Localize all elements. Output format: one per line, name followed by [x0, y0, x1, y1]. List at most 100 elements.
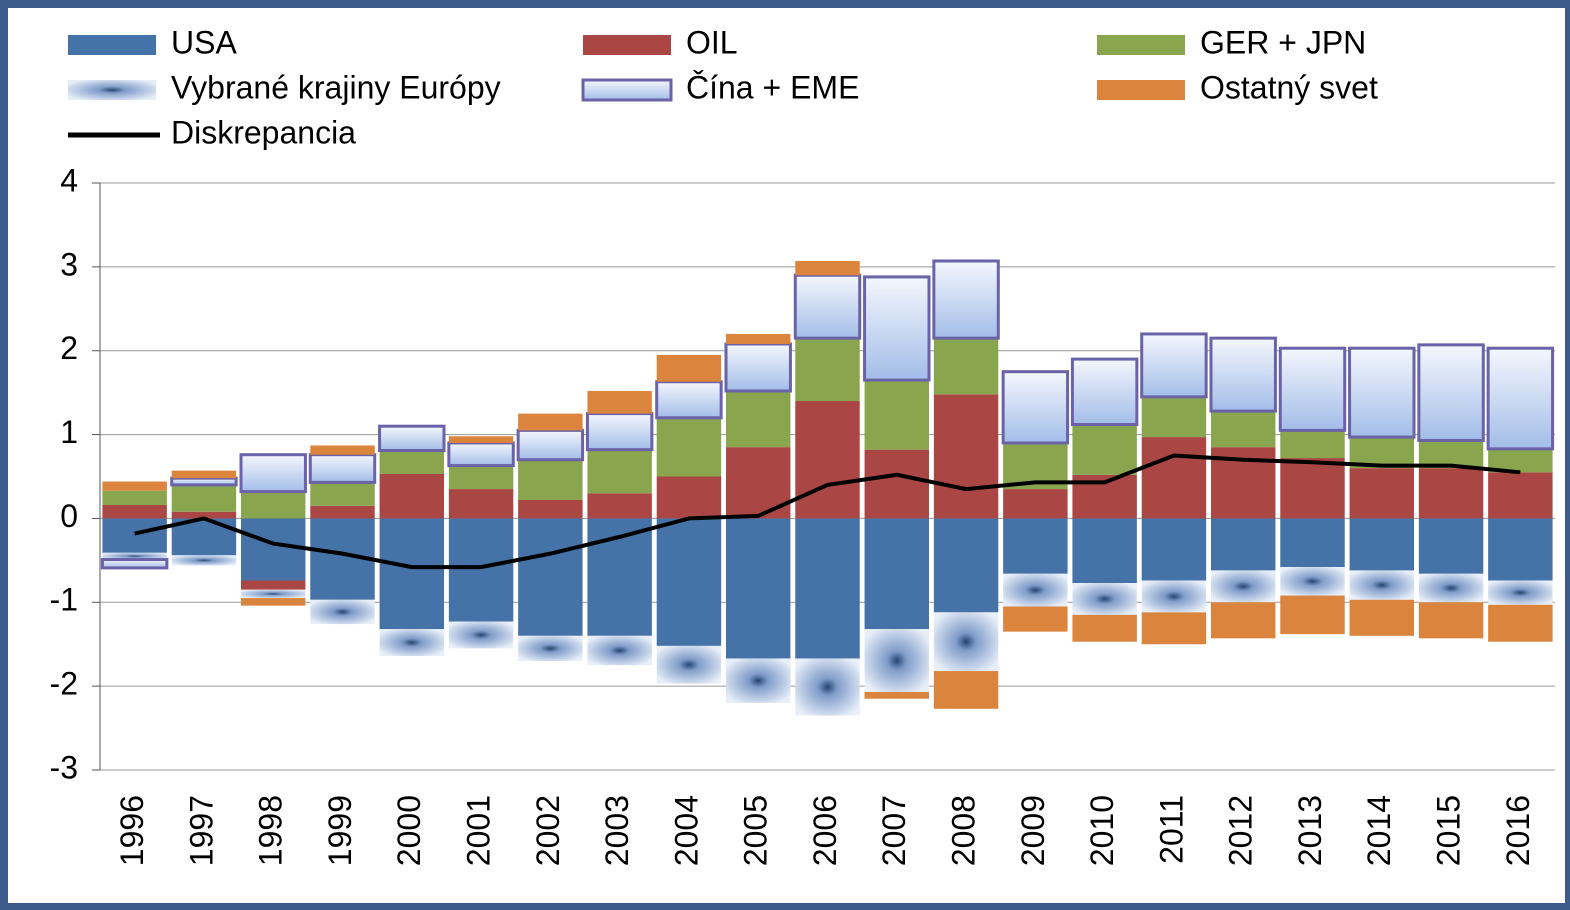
bar: [864, 380, 930, 450]
bar: [933, 394, 999, 519]
bar: [1280, 430, 1345, 459]
bar: [448, 465, 514, 490]
y-tick-label: -3: [50, 749, 78, 785]
x-tick-label: 2010: [1084, 795, 1120, 866]
y-tick-label: -1: [50, 582, 78, 618]
x-tick-label: 1997: [183, 795, 219, 866]
bar: [864, 449, 930, 519]
bar: [1280, 458, 1345, 519]
bar: [656, 417, 722, 477]
bar: [379, 629, 445, 656]
x-tick-label: 2000: [391, 795, 427, 866]
legend-label: Vybrané krajiny Európy: [171, 69, 501, 105]
legend-swatch: [1097, 80, 1185, 100]
bar: [1486, 346, 1555, 451]
x-tick-label: 1999: [322, 795, 358, 866]
bar: [1418, 602, 1484, 639]
bar: [1003, 606, 1068, 632]
legend-swatch: [68, 35, 156, 55]
bar: [1349, 468, 1415, 519]
bar: [587, 493, 652, 519]
bar: [655, 380, 723, 420]
x-tick-label: 2012: [1223, 795, 1259, 866]
bar: [378, 424, 446, 453]
bar: [1418, 518, 1484, 574]
bar: [1141, 580, 1207, 613]
bar: [171, 470, 237, 479]
y-tick-label: 2: [60, 330, 78, 366]
bar: [310, 505, 375, 519]
bar: [932, 259, 1000, 340]
bar: [1418, 468, 1484, 519]
bar: [864, 692, 930, 699]
x-tick-label: 2013: [1292, 795, 1328, 866]
bar: [933, 518, 999, 613]
bar: [1418, 573, 1484, 603]
legend-swatch: [583, 35, 671, 55]
bar: [1072, 614, 1137, 642]
bar: [1141, 437, 1207, 519]
bar: [1140, 332, 1208, 399]
legend-swatch: [581, 78, 673, 102]
x-tick-label: 2003: [599, 795, 635, 866]
y-tick-label: 3: [60, 246, 78, 282]
bar: [724, 342, 792, 393]
bar: [310, 599, 375, 625]
bar: [1210, 518, 1276, 571]
bar: [308, 453, 377, 484]
legend-swatch: [68, 80, 156, 100]
bar: [1418, 440, 1484, 469]
bar: [656, 518, 722, 646]
legend-swatch: [1097, 35, 1185, 55]
bar: [240, 589, 306, 599]
bar: [379, 450, 445, 474]
bar: [448, 436, 514, 443]
bar: [171, 484, 237, 512]
legend-label: Čína + EME: [686, 69, 859, 105]
bar: [725, 518, 791, 659]
legend-label: Diskrepancia: [171, 114, 356, 150]
bar: [240, 598, 306, 606]
bar: [1488, 518, 1553, 581]
x-tick-label: 2015: [1431, 795, 1467, 866]
bar: [1488, 580, 1553, 605]
bar: [795, 401, 860, 519]
x-tick-label: 2009: [1015, 795, 1051, 866]
y-tick-label: -2: [50, 666, 78, 702]
bar: [239, 453, 307, 494]
bar: [1488, 472, 1553, 519]
bar: [795, 338, 860, 402]
bar: [585, 412, 654, 452]
x-tick-label: 2001: [461, 795, 497, 866]
bar: [933, 338, 999, 395]
bar: [102, 490, 167, 506]
bar: [1209, 336, 1277, 413]
x-tick-label: 2016: [1500, 795, 1536, 866]
legend-label: OIL: [686, 24, 738, 60]
bar: [100, 558, 169, 570]
bar: [587, 635, 652, 666]
x-tick-label: 2011: [1153, 795, 1189, 864]
bar: [795, 658, 860, 716]
bar: [447, 441, 515, 468]
bar: [102, 481, 167, 491]
bar: [1417, 343, 1485, 442]
bar: [1278, 346, 1347, 432]
bar: [1072, 424, 1137, 475]
bar: [102, 552, 167, 560]
legend-label: GER + JPN: [1200, 24, 1366, 60]
y-tick-label: 1: [60, 414, 78, 450]
y-tick-label: 0: [60, 498, 78, 534]
bar: [518, 499, 583, 519]
bar: [863, 275, 931, 382]
bar: [1349, 518, 1415, 571]
bar: [1003, 489, 1068, 519]
x-tick-label: 2007: [876, 795, 912, 866]
bar: [518, 518, 583, 636]
bar: [240, 491, 306, 519]
x-tick-label: 2006: [807, 795, 843, 866]
bar: [516, 428, 585, 462]
bar: [240, 580, 306, 590]
bar: [933, 671, 999, 709]
bar: [448, 518, 514, 622]
